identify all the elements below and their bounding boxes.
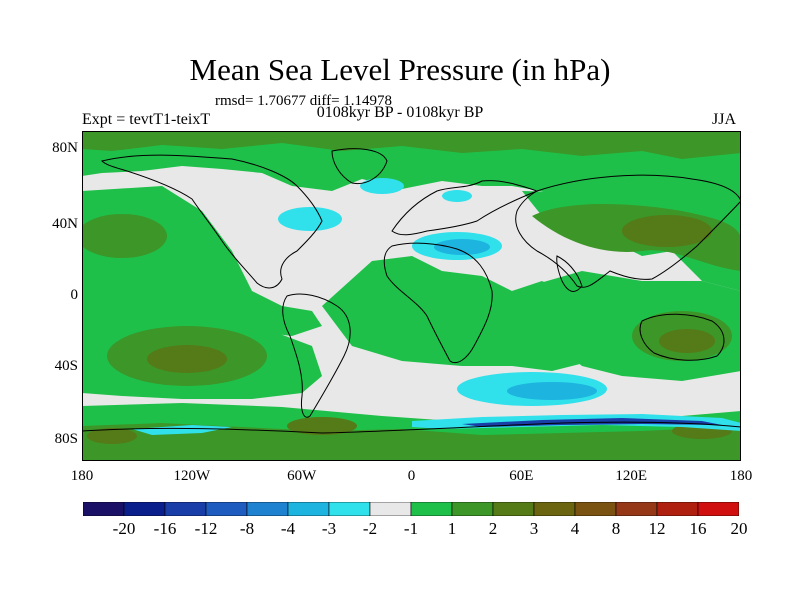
coastline-india <box>556 255 583 292</box>
colorbar-swatch <box>656 502 699 516</box>
lat-label: 40N <box>52 216 78 232</box>
colorbar-label: 20 <box>730 519 748 538</box>
coastline-south-america <box>282 293 351 418</box>
coastline-africa <box>383 242 493 364</box>
colorbar-label: 12 <box>648 519 666 538</box>
lon-label: 180 <box>70 468 94 484</box>
colorbar-swatch <box>123 502 166 516</box>
lon-label: 120W <box>173 468 211 484</box>
colorbar-swatch <box>164 502 207 516</box>
contour-brown-south-3 <box>87 428 137 444</box>
coastline-australia <box>639 313 725 361</box>
colorbar <box>83 502 739 516</box>
coastline-greenland <box>331 148 388 185</box>
contour-blue-mideast <box>434 239 490 255</box>
colorbar-swatch <box>492 502 535 516</box>
colorbar-swatch <box>83 502 125 516</box>
map-frame <box>82 131 741 461</box>
colorbar-label: 2 <box>488 519 498 538</box>
lon-label: 60W <box>287 468 317 484</box>
colorbar-swatch <box>328 502 371 516</box>
colorbar-swatch <box>574 502 617 516</box>
contour-cyan-natlantic <box>278 207 342 231</box>
lon-label: 120E <box>615 468 647 484</box>
colorbar-label: -8 <box>239 519 255 538</box>
contour-cyan-antarctic-west <box>132 425 232 435</box>
pressure-map <box>82 131 741 461</box>
rmsd-stats: rmsd= 1.70677 diff= 1.14978 <box>215 93 393 109</box>
colorbar-swatch <box>533 502 576 516</box>
contour-green-atlantic <box>322 256 602 371</box>
colorbar-label: -3 <box>321 519 337 538</box>
contour-brown-australia <box>659 329 715 353</box>
contour-blue-southern <box>507 382 597 400</box>
colorbar-label: 4 <box>570 519 580 538</box>
colorbar-swatch <box>615 502 658 516</box>
colorbar-swatch <box>287 502 330 516</box>
contour-olive-south <box>82 423 741 461</box>
coastlines <box>82 148 741 434</box>
lon-label: 180 <box>729 468 753 484</box>
contour-brown-asia <box>622 215 712 247</box>
colorbar-label: -4 <box>280 519 296 538</box>
colorbar-swatch <box>451 502 494 516</box>
lat-label: 40S <box>54 358 78 374</box>
lat-label: 80S <box>54 431 78 447</box>
contour-olive-pacific <box>82 214 167 258</box>
contour-cyan-arctic <box>360 178 404 194</box>
coastline-asia <box>515 174 741 288</box>
colorbar-label: -16 <box>153 519 177 538</box>
contour-cyan-scandinavia <box>442 190 472 202</box>
colorbar-label: 8 <box>611 519 621 538</box>
contour-brown-south-1 <box>287 417 357 435</box>
colorbar-label: 1 <box>447 519 457 538</box>
coastline-north-america <box>101 154 323 289</box>
coastline-antarctica <box>82 421 741 434</box>
period-label: 0108kyr BP - 0108kyr BP <box>316 104 484 121</box>
map-title: Mean Sea Level Pressure (in hPa) <box>189 52 611 87</box>
experiment-label: Expt = tevtT1-teixT <box>82 111 211 128</box>
colorbar-swatch <box>369 502 412 516</box>
contour-brown-spacific <box>147 345 227 373</box>
lat-label: 0 <box>70 287 79 303</box>
colorbar-swatch <box>205 502 248 516</box>
lon-label: 60E <box>509 468 534 484</box>
contour-olive-north <box>82 131 741 159</box>
season-label: JJA <box>712 111 737 128</box>
colorbar-label: 3 <box>529 519 539 538</box>
colorbar-label: 16 <box>689 519 707 538</box>
lon-label: 0 <box>407 468 416 484</box>
colorbar-label: -2 <box>362 519 378 538</box>
lat-label: 80N <box>52 140 78 156</box>
colorbar-swatch <box>410 502 453 516</box>
colorbar-swatch <box>697 502 739 516</box>
colorbar-label: -20 <box>112 519 136 538</box>
colorbar-label: -1 <box>403 519 419 538</box>
colorbar-swatch <box>246 502 289 516</box>
colorbar-label: -12 <box>194 519 218 538</box>
